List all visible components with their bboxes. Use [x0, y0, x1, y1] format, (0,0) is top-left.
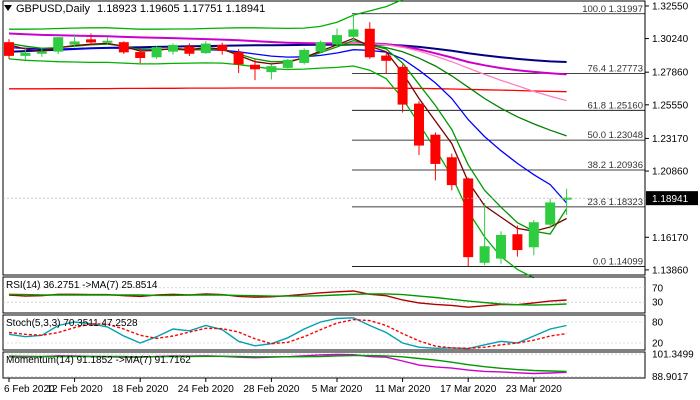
candle-body	[397, 66, 408, 105]
candle-body	[282, 59, 293, 68]
rsi-frame	[2, 276, 646, 314]
indicator-line	[8, 354, 567, 373]
stoch-panel: 80 20 Stoch(5,3,3) 70.3511 47.2528	[2, 314, 664, 351]
candle-body	[561, 197, 572, 200]
y-tick-label: 1.23170	[652, 134, 689, 145]
fib-label: 50.0 1.23048	[588, 130, 643, 141]
momentum-panel: 101.3499 88.9017 Momentum(14) 91.1852 ->MA…	[2, 350, 694, 383]
fib-label: 100.0 1.31997	[582, 4, 643, 15]
ohlc-close: 1.18941	[225, 3, 266, 15]
ohlc-high: 1.19605	[139, 3, 180, 15]
candle-body	[36, 51, 47, 54]
y-tick-label: 1.27860	[652, 68, 689, 79]
level-label: 80	[652, 318, 664, 329]
dropdown-arrow-icon	[4, 5, 12, 11]
candle-body	[512, 234, 523, 251]
candle-body	[250, 64, 260, 70]
x-tick-label: 28 Feb 2020	[243, 384, 300, 395]
moving-average-line	[336, 42, 567, 102]
last-price-tag	[646, 191, 698, 206]
y-tick-label: 1.30240	[652, 34, 689, 45]
x-tick-label: 11 Mar 2020	[375, 384, 431, 395]
candle-body	[430, 134, 441, 164]
candle-body	[446, 157, 457, 186]
indicator-line	[8, 290, 567, 308]
y-tick-label: 1.25550	[652, 100, 689, 111]
fib-label: 38.2 1.20936	[588, 160, 643, 171]
candle-body	[217, 44, 228, 51]
candle-body	[463, 178, 474, 258]
candle-body	[414, 103, 424, 146]
candle-body	[381, 55, 392, 61]
level-label: 70	[652, 283, 664, 294]
candle-body	[20, 52, 31, 56]
candle-body	[53, 37, 64, 52]
price-panel: 100.0 1.31997 76.4 1.27773 61.8 1.25160 50.…	[2, 0, 698, 279]
indicator-line	[8, 318, 567, 350]
fib-label: 23.6 1.18323	[588, 197, 643, 208]
x-tick-label: 17 Mar 2020	[440, 384, 497, 395]
stoch-title: Stoch(5,3,3) 70.3511 47.2528	[6, 318, 138, 329]
candle-body	[299, 49, 310, 63]
level-label: 101.3499	[652, 350, 694, 361]
candle-body	[348, 29, 359, 37]
ohlc-open: 1.18923	[97, 3, 137, 15]
candle-body	[233, 52, 244, 65]
candle-body	[69, 41, 80, 45]
rsi-title: RSI(14) 36.2751 ->MA(7) 25.8514	[6, 280, 158, 291]
candle-body	[135, 52, 146, 58]
candle-body	[118, 42, 129, 53]
candle-body	[86, 39, 96, 43]
candle-body	[102, 40, 113, 43]
candle-body	[184, 46, 195, 54]
moving-average-line	[9, 87, 567, 93]
candle-body	[168, 44, 178, 52]
y-tick-label: 1.13860	[652, 265, 689, 276]
x-tick-label: 24 Feb 2020	[178, 384, 235, 395]
candle-body	[364, 28, 375, 58]
candle-body	[200, 43, 211, 54]
chart-title: GBPUSD,Daily 1.18923 1.19605 1.17751 1.1…	[2, 3, 265, 15]
ohlc-low: 1.17751	[182, 3, 223, 15]
stoch-frame	[2, 314, 646, 351]
moving-average-line	[8, 32, 567, 76]
candle-body	[545, 202, 556, 225]
candle-body	[151, 47, 162, 58]
candle-body	[315, 42, 326, 52]
candle-body	[4, 42, 14, 56]
fib-label: 76.4 1.27773	[588, 63, 643, 74]
indicator-line	[8, 293, 567, 306]
y-tick-label: 1.32550	[652, 1, 689, 12]
x-tick-label: 23 Mar 2020	[506, 384, 563, 395]
x-tick-label: 6 Feb 2020	[4, 384, 55, 395]
x-tick-label: 18 Feb 2020	[112, 384, 169, 395]
candle-body	[528, 222, 539, 248]
y-tick-label: 1.20860	[652, 167, 689, 178]
candle-body	[332, 35, 342, 45]
fib-label: 0.0 1.14099	[593, 257, 643, 268]
candle-body	[266, 66, 277, 73]
y-tick-label: 1.16170	[652, 233, 689, 244]
x-tick-label: 5 Mar 2020	[312, 384, 363, 395]
candle-body	[479, 246, 490, 263]
candle-body	[496, 234, 506, 259]
level-label: 20	[652, 339, 664, 350]
moving-average-line	[8, 46, 568, 204]
x-tick-label: 12 Feb 2020	[47, 384, 104, 395]
fib-label: 61.8 1.25160	[588, 100, 643, 111]
rsi-panel: 70 30 RSI(14) 36.2751 ->MA(7) 25.8514	[2, 276, 664, 314]
level-label: 88.9017	[652, 372, 689, 383]
level-label: 30	[652, 298, 664, 309]
moving-average-line	[9, 0, 403, 30]
last-price-label: 1.18941	[652, 194, 689, 205]
momentum-frame	[2, 351, 646, 379]
symbol-label: GBPUSD,Daily	[16, 3, 90, 15]
momentum-title: Momentum(14) 91.1852 ->MA(7) 91.7162	[6, 355, 191, 366]
